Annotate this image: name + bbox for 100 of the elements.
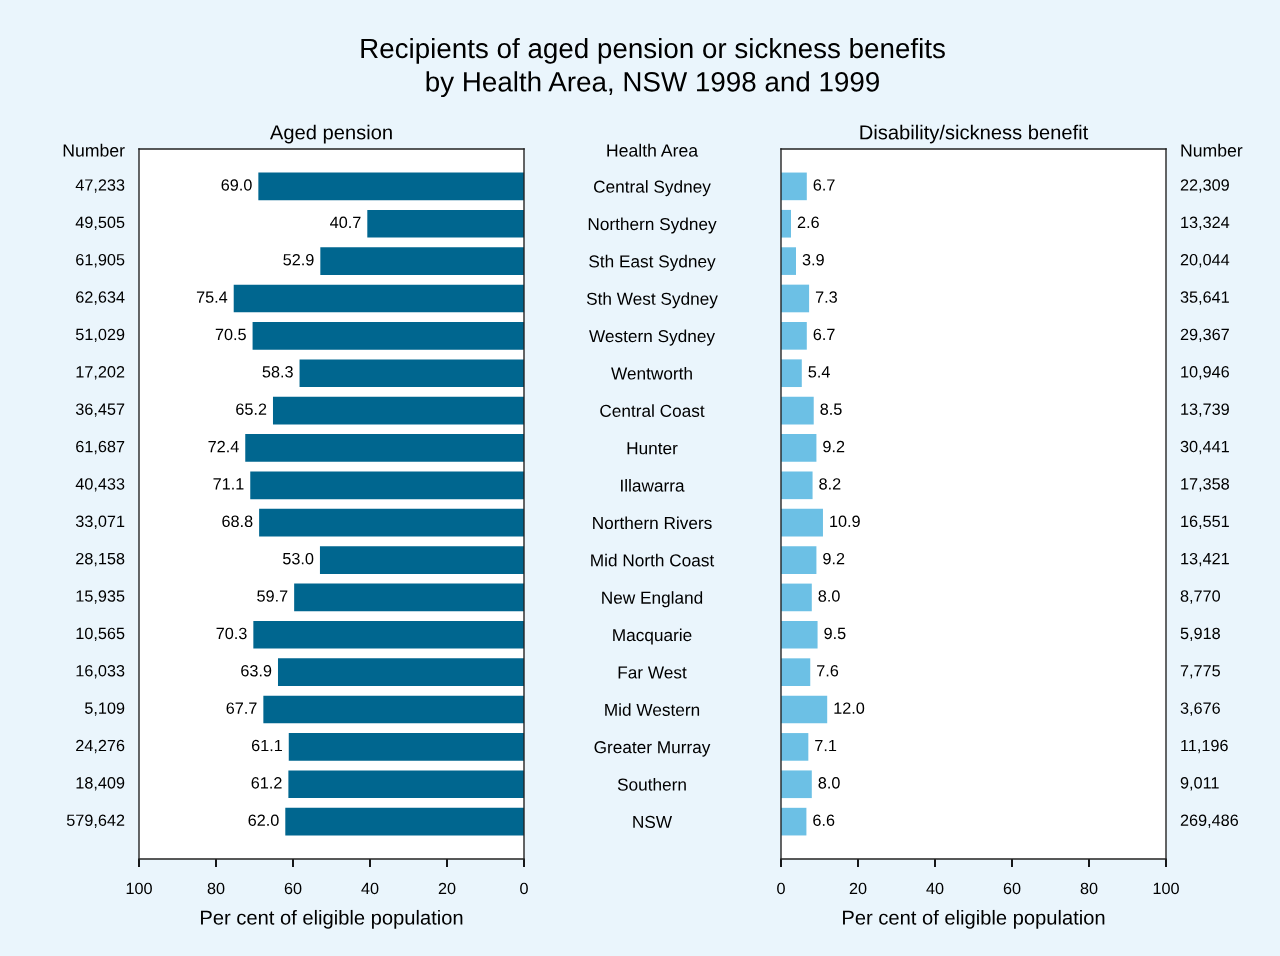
y2-tick-label: 29,367 [1180, 328, 1229, 343]
y2-tick-label: 16,033 [76, 665, 125, 679]
data-label: 59.7 [257, 590, 288, 602]
bar [781, 434, 817, 462]
bar [781, 807, 807, 836]
y2-tick-label: 9,011 [1180, 777, 1219, 791]
y2-tick-label: 36,457 [75, 403, 125, 417]
data-label: 69.0 [221, 179, 252, 191]
data-label: 8.5 [820, 403, 842, 415]
y2-tick-label: 16,551 [1181, 515, 1229, 529]
data-label: 5.4 [808, 366, 830, 378]
y-tick-label: Macquarie [613, 628, 692, 645]
data-label: 6.7 [813, 179, 835, 191]
x-tick-label: 0 [777, 882, 785, 895]
bar [250, 471, 524, 500]
data-label: 62.0 [248, 814, 279, 826]
data-label: 8.0 [818, 590, 840, 602]
data-label: 63.9 [241, 665, 272, 677]
y2-tick-label: 15,935 [76, 590, 125, 604]
bar [781, 471, 813, 500]
x-tick-label: 20 [438, 882, 456, 895]
y-tick-label: Greater Murray [594, 741, 711, 757]
bar [781, 508, 823, 537]
bar [781, 322, 807, 350]
y2-tick-label: 5,109 [84, 702, 125, 716]
x-tick-label: 40 [926, 882, 944, 895]
bar [781, 620, 818, 649]
chart-subtitle: Aged pension [269, 124, 392, 144]
y-tick-label: Sth West Sydney [586, 292, 718, 309]
bar [781, 284, 810, 313]
x-axis-title: Per cent of eligible population [843, 909, 1105, 929]
bar [294, 583, 524, 612]
bar [252, 322, 524, 350]
y2-tick-label: 17,358 [1181, 478, 1229, 492]
bar [259, 508, 524, 537]
y2-tick-label: 35,641 [1180, 291, 1229, 305]
y-tick-label: Illawarra [621, 479, 685, 492]
bar [781, 733, 809, 761]
data-label: 61.2 [251, 777, 282, 789]
y2-tick-label: 40,433 [75, 478, 125, 492]
y-tick-label: Northern Sydney [588, 217, 717, 234]
bar [781, 396, 814, 425]
bar [277, 658, 524, 686]
y-tick-label: New England [602, 591, 703, 608]
y2-tick-label: 49,505 [75, 216, 125, 231]
y2-tick-label: 24,276 [76, 739, 125, 754]
bar [258, 172, 524, 201]
y2-tick-label: 10,946 [1181, 366, 1229, 380]
data-label: 9.5 [824, 627, 846, 640]
y-tick-label: NSW [633, 815, 673, 829]
bar [781, 209, 792, 238]
y2-tick-label: 13,324 [1181, 216, 1230, 231]
chart-subtitle: Disability/sickness benefit [860, 124, 1089, 144]
y-tick-label: Northern Rivers [593, 516, 712, 530]
data-label: 10.9 [830, 515, 860, 528]
data-label: 70.5 [215, 328, 246, 341]
bar [781, 658, 811, 686]
y2-axis-title: Number [63, 143, 125, 157]
data-label: 61.1 [251, 739, 282, 752]
data-label: 65.2 [236, 403, 267, 415]
data-label: 8.0 [818, 777, 840, 789]
x-tick-label: 0 [520, 882, 528, 895]
bar [781, 172, 807, 201]
x-tick-label: 80 [1080, 882, 1098, 895]
data-label: 12.0 [834, 702, 865, 714]
y-tick-label: Southern [617, 778, 686, 791]
x-tick-label: 60 [284, 882, 302, 895]
data-label: 7.6 [817, 665, 839, 677]
x-tick-label: 100 [126, 882, 152, 895]
y2-tick-label: 33,071 [75, 515, 125, 529]
data-label: 53.0 [282, 552, 314, 565]
y2-tick-label: 30,441 [1180, 440, 1229, 455]
y2-tick-label: 51,029 [75, 328, 125, 343]
y-tick-label: Far West [618, 666, 687, 679]
y2-tick-label: 11,196 [1181, 739, 1228, 754]
bar [320, 247, 524, 275]
bar [272, 396, 524, 425]
data-label: 67.7 [226, 702, 257, 714]
y2-tick-label: 8,770 [1180, 590, 1221, 604]
bar [299, 359, 524, 388]
y2-tick-label: 3,676 [1180, 702, 1220, 716]
data-label: 6.6 [813, 814, 835, 826]
data-label: 7.1 [815, 739, 837, 752]
y2-tick-label: 20,044 [1180, 253, 1230, 268]
x-tick-label: 40 [361, 882, 379, 895]
y-tick-label: Mid North Coast [591, 553, 715, 567]
y-tick-label: Central Coast [600, 404, 705, 417]
y-tick-label: Mid Western [605, 703, 700, 716]
x-tick-label: 20 [849, 882, 867, 895]
y-tick-label: Hunter [627, 442, 678, 455]
data-label: 70.3 [216, 627, 247, 640]
data-label: 8.2 [819, 478, 841, 490]
x-tick-label: 60 [1003, 882, 1021, 895]
data-label: 40.7 [330, 216, 361, 229]
data-label: 3.9 [802, 253, 824, 266]
data-label: 75.4 [196, 291, 228, 303]
bar [781, 583, 812, 612]
bar [781, 770, 812, 799]
bar [319, 546, 524, 574]
y-tick-label: Western Sydney [589, 329, 715, 346]
